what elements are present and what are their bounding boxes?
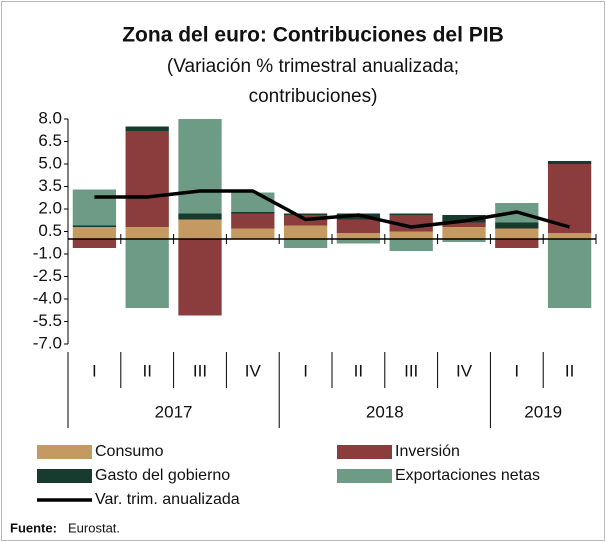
bar-segment (442, 215, 486, 223)
bar-segment (336, 219, 381, 233)
x-tick-label: II (565, 361, 574, 380)
bar-segment (495, 239, 539, 248)
legend-swatch (37, 469, 92, 483)
bar-segment (72, 225, 117, 227)
bar-segment (125, 126, 169, 131)
bar-segment (389, 213, 433, 215)
y-tick-label: 0.5 (38, 221, 62, 240)
bar-segment (442, 239, 486, 242)
legend-swatch (37, 445, 92, 459)
x-tick-label: II (354, 361, 363, 380)
y-tick-label: -2.5 (33, 266, 62, 285)
bar-segment (547, 233, 592, 239)
group-label: 2018 (366, 402, 404, 421)
legend-label: Gasto del gobierno (95, 467, 230, 484)
bar-segment (72, 239, 117, 248)
bar-segment (231, 212, 275, 214)
bar-segment (178, 239, 222, 316)
legend-swatch (337, 469, 392, 483)
bar-segment (442, 227, 486, 239)
line-series (94, 189, 571, 229)
bar-segment (231, 192, 275, 212)
x-tick-label: I (92, 361, 97, 380)
bar-segment (125, 131, 169, 227)
bar-segment (442, 222, 486, 227)
y-tick-label: 5.0 (38, 153, 62, 172)
legend-label: Var. trim. anualizada (95, 491, 240, 508)
y-tick-label: 2.0 (38, 198, 62, 217)
bar-segment (178, 219, 222, 239)
bar-segment (125, 239, 169, 308)
y-tick-label: -5.5 (33, 311, 62, 330)
bar-segment (178, 119, 222, 214)
chart-title: Zona del euro: Contribuciones del PIB (122, 24, 504, 47)
bar-segment (495, 228, 539, 239)
source-label: Fuente: (10, 520, 57, 535)
chart-subtitle: contribuciones) (249, 86, 378, 107)
x-tick-label: IV (456, 361, 473, 380)
group-label: 2017 (155, 402, 193, 421)
bar-segment (283, 239, 328, 248)
legend-swatch (337, 445, 392, 459)
bar-segment (125, 227, 169, 239)
bar-segment (495, 222, 539, 229)
y-tick-label: -7.0 (33, 333, 62, 352)
x-tick-label: IV (245, 361, 262, 380)
x-tick-label: I (514, 361, 519, 380)
bar-segment (547, 161, 592, 164)
y-tick-label: -1.0 (33, 243, 62, 262)
y-tick-label: 6.5 (38, 131, 62, 150)
chart-subtitle: (Variación % trimestral anualizada; (167, 56, 459, 77)
bar-segment (336, 233, 381, 239)
bar-segment (283, 213, 328, 215)
bar-segment (72, 227, 117, 239)
y-tick-label: 3.5 (38, 176, 62, 195)
bar-segment (547, 239, 592, 308)
bar-segment (336, 239, 381, 244)
bar-segment (231, 213, 275, 229)
legend-label: Exportaciones netas (395, 467, 540, 484)
bar-segment (283, 225, 328, 239)
y-tick-label: 8.0 (38, 108, 62, 127)
bar-segment (178, 213, 222, 220)
x-tick-label: I (303, 361, 308, 380)
x-tick-label: III (404, 361, 418, 380)
source: Eurostat. (68, 520, 120, 535)
group-label: 2019 (524, 402, 562, 421)
legend-label: Consumo (95, 443, 164, 460)
x-tick-label: III (193, 361, 207, 380)
bar-segment (389, 231, 433, 239)
x-tick-label: II (142, 361, 151, 380)
y-tick-label: -4.0 (33, 288, 62, 307)
legend-label: Inversión (395, 443, 460, 460)
bar-segment (389, 239, 433, 251)
bar-segment (72, 189, 117, 226)
bar-segment (231, 228, 275, 239)
